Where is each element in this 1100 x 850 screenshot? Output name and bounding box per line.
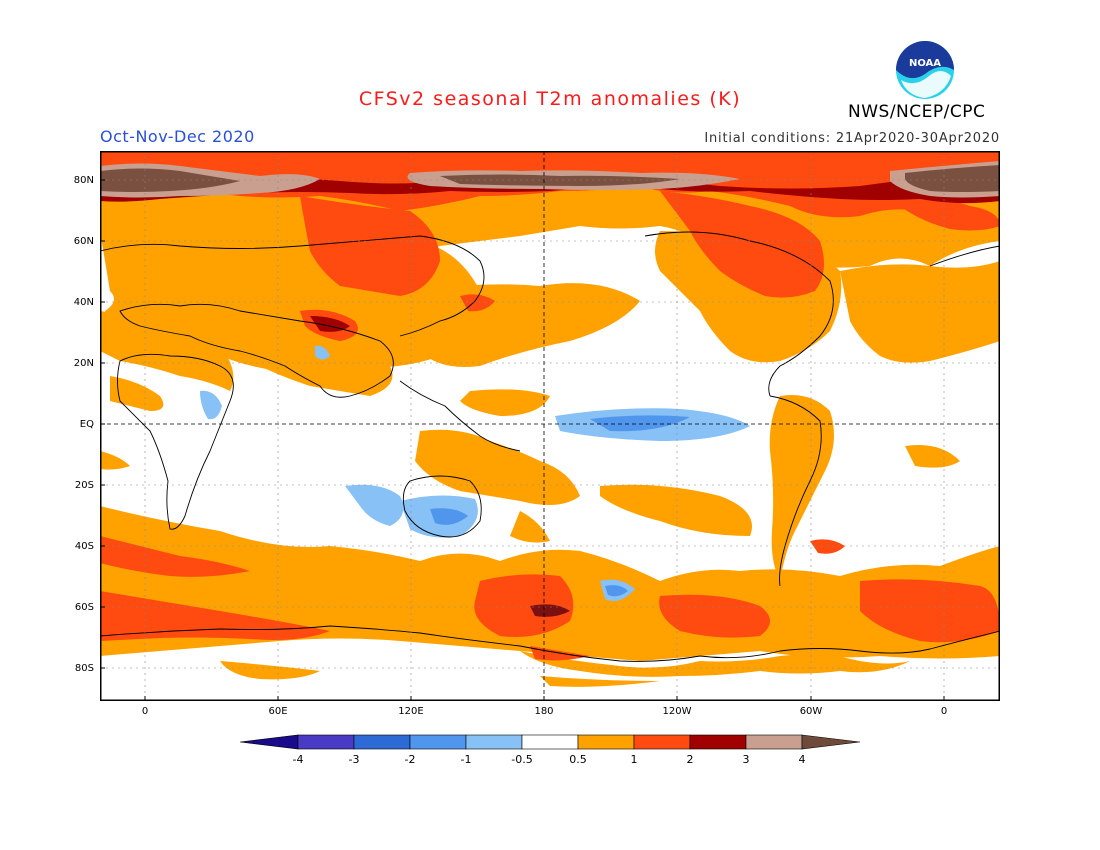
lat-label-eq: EQ <box>79 419 94 430</box>
lat-label-20n: 20N <box>73 358 94 369</box>
lon-label-60w: 60W <box>799 706 823 717</box>
lat-label-20s: 20S <box>74 480 94 491</box>
colorbar-segment <box>577 734 635 750</box>
lon-label-0: 0 <box>141 706 149 717</box>
colorbar-arrow-high <box>801 734 860 750</box>
colorbar-tick-label: 0.5 <box>569 753 587 766</box>
colorbar-tick-label: 3 <box>743 753 750 766</box>
agency-label: NWS/NCEP/CPC <box>848 102 986 122</box>
colorbar-tick-label: -3 <box>349 753 360 766</box>
colorbar-tick-label: 4 <box>799 753 806 766</box>
chart-title: CFSv2 seasonal T2m anomalies (K) <box>358 88 742 110</box>
lon-label-120e: 120E <box>398 706 424 717</box>
colorbar-tick-label: 1 <box>631 753 638 766</box>
colorbar-tick-label: -1 <box>461 753 472 766</box>
colorbar-segment <box>745 734 803 750</box>
map-frame <box>100 151 1000 701</box>
lat-label-60n: 60N <box>73 236 94 247</box>
lat-label-80n: 80N <box>73 175 94 186</box>
lon-label-60e: 60E <box>268 706 288 717</box>
colorbar-arrow-low <box>240 734 299 750</box>
colorbar-tick-label: -2 <box>405 753 416 766</box>
grid-lines <box>100 151 1000 701</box>
colorbar: -4 -3 -2 -1 -0.5 0.5 1 2 3 4 <box>240 734 860 766</box>
colorbar-segment <box>521 734 579 750</box>
noaa-logo: NOAA <box>896 41 954 99</box>
logo-text: NOAA <box>909 58 941 69</box>
blue-anomaly-layer <box>200 345 750 602</box>
initial-conditions-label: Initial conditions: 21Apr2020-30Apr2020 <box>704 131 1000 146</box>
colorbar-tick-label: 2 <box>687 753 694 766</box>
lon-label-0-east: 0 <box>940 706 948 717</box>
colorbar-segment <box>297 734 355 750</box>
colorbar-segment <box>353 734 411 750</box>
equator-dateline <box>100 151 1000 701</box>
colorbar-segment <box>465 734 523 750</box>
coastline-layer <box>100 231 1000 662</box>
anomaly-map <box>100 151 1000 701</box>
colorbar-labels: -4 -3 -2 -1 -0.5 0.5 1 2 3 4 <box>293 753 806 766</box>
colorbar-segment <box>633 734 691 750</box>
colorbar-segment <box>409 734 467 750</box>
lat-label-80s: 80S <box>74 663 94 674</box>
lat-label-60s: 60S <box>74 602 94 613</box>
season-label: Oct-Nov-Dec 2020 <box>100 127 255 146</box>
colorbar-segments <box>240 734 860 750</box>
colorbar-segment <box>689 734 747 750</box>
lon-label-180: 180 <box>534 706 554 717</box>
brown-anomaly-layer <box>100 161 1000 198</box>
lat-label-40s: 40S <box>74 541 94 552</box>
lon-label-120w: 120W <box>662 706 692 717</box>
lat-label-40n: 40N <box>73 297 94 308</box>
colorbar-tick-label: -4 <box>293 753 304 766</box>
colorbar-tick-label: -0.5 <box>511 753 532 766</box>
